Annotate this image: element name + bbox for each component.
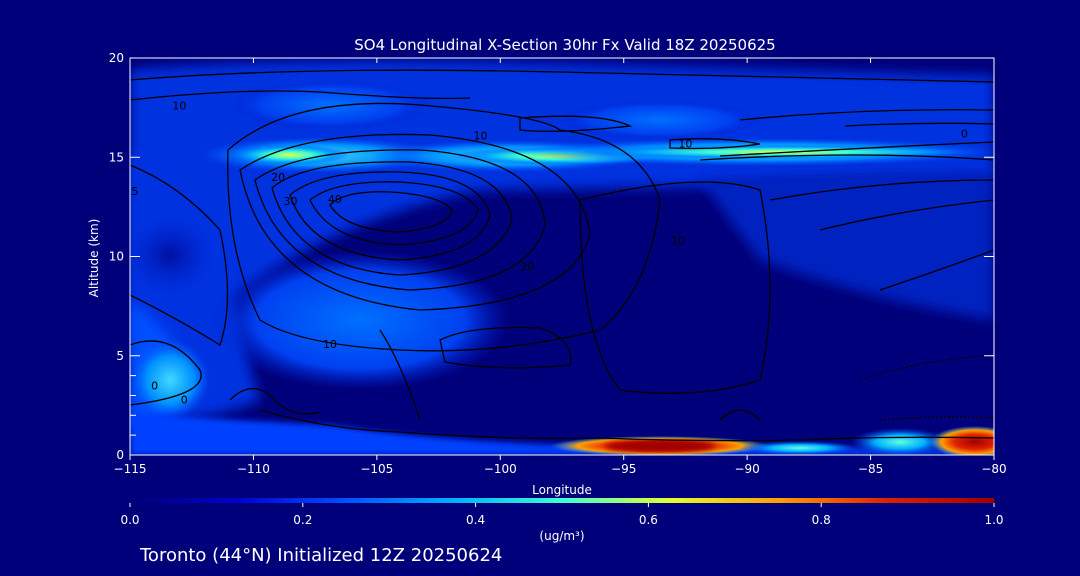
contour-0-bottom-right bbox=[859, 354, 994, 421]
contour-label: 0 bbox=[151, 380, 158, 393]
y-tick-label: 20 bbox=[109, 51, 124, 65]
x-axis: −115 −110 −105 −100 −95 −90 −85 −80 bbox=[114, 58, 1007, 476]
x-tick-label: −110 bbox=[237, 462, 270, 476]
contour-label: 10 bbox=[678, 137, 692, 150]
contour-10-upper bbox=[130, 69, 994, 83]
x-tick-label: −115 bbox=[114, 462, 147, 476]
x-tick-label: −105 bbox=[360, 462, 393, 476]
contour-label: 30 bbox=[283, 195, 297, 208]
contour-0-left3 bbox=[229, 388, 321, 415]
contour-label: 10 bbox=[474, 129, 488, 142]
x-tick-label: −100 bbox=[484, 462, 517, 476]
contour-35 bbox=[309, 181, 479, 246]
contour-0-left2 bbox=[130, 340, 202, 406]
concentration-field bbox=[130, 58, 994, 455]
x-tick-label: −90 bbox=[734, 462, 759, 476]
contour-label-layer: 10 10 10 0 20 30 40 20 10 10 0 0 5 bbox=[131, 100, 967, 407]
contour-25 bbox=[271, 161, 513, 276]
contour-0-left bbox=[130, 164, 229, 346]
contour-surface bbox=[259, 409, 994, 442]
colorbar-unit-label: (ug/m³) bbox=[539, 529, 584, 543]
y-tick-label: 15 bbox=[109, 150, 124, 164]
contour-label: 10 bbox=[323, 338, 337, 351]
contour-10-upper2 bbox=[130, 90, 471, 101]
contour-5-low bbox=[439, 326, 572, 369]
contour-label: 0 bbox=[961, 127, 968, 140]
y-tick-label: 5 bbox=[116, 349, 124, 363]
contour-15 bbox=[239, 133, 591, 311]
contour-lines bbox=[130, 69, 994, 442]
y-axis-title: Altitude (km) bbox=[87, 219, 101, 298]
contour-10-right bbox=[669, 138, 761, 150]
colorbar-ticks: 0.0 0.2 0.4 0.6 0.8 1.0 bbox=[120, 503, 1004, 527]
contour-label: 10 bbox=[172, 100, 186, 113]
contour-10-band bbox=[519, 115, 633, 132]
contour-0-right bbox=[719, 109, 994, 157]
contour-20 bbox=[254, 149, 546, 291]
x-tick-label: −80 bbox=[981, 462, 1006, 476]
colorbar-tick-label: 0.6 bbox=[639, 513, 658, 527]
colorbar bbox=[130, 498, 994, 503]
contour-30 bbox=[289, 171, 491, 261]
contour-label: 0 bbox=[181, 393, 188, 406]
x-tick-label: −95 bbox=[611, 462, 636, 476]
x-tick-label: −85 bbox=[858, 462, 883, 476]
y-axis: 0 5 10 15 20 bbox=[109, 51, 994, 462]
contour-10-main bbox=[227, 102, 661, 352]
contour-5-far bbox=[699, 154, 994, 291]
x-axis-title: Longitude bbox=[532, 483, 592, 497]
footer-text: Toronto (44°N) Initialized 12Z 20250624 bbox=[139, 545, 502, 566]
contour-label: 20 bbox=[271, 171, 285, 184]
colorbar-tick-label: 0.4 bbox=[466, 513, 485, 527]
y-tick-label: 0 bbox=[116, 448, 124, 462]
contour-label: 40 bbox=[328, 193, 342, 206]
contour-0-vert bbox=[379, 329, 761, 421]
colorbar-tick-label: 0.8 bbox=[812, 513, 831, 527]
contour-5-mid bbox=[579, 181, 771, 394]
contour-label: 10 bbox=[671, 235, 685, 248]
colorbar-tick-label: 1.0 bbox=[984, 513, 1003, 527]
chart-title: SO4 Longitudinal X-Section 30hr Fx Valid… bbox=[354, 36, 775, 54]
colorbar-tick-label: 0.2 bbox=[293, 513, 312, 527]
contour-label: 5 bbox=[131, 185, 138, 198]
contour-40 bbox=[329, 191, 453, 233]
y-tick-label: 10 bbox=[109, 250, 124, 264]
contour-label: 20 bbox=[520, 260, 534, 273]
colorbar-tick-label: 0.0 bbox=[120, 513, 139, 527]
